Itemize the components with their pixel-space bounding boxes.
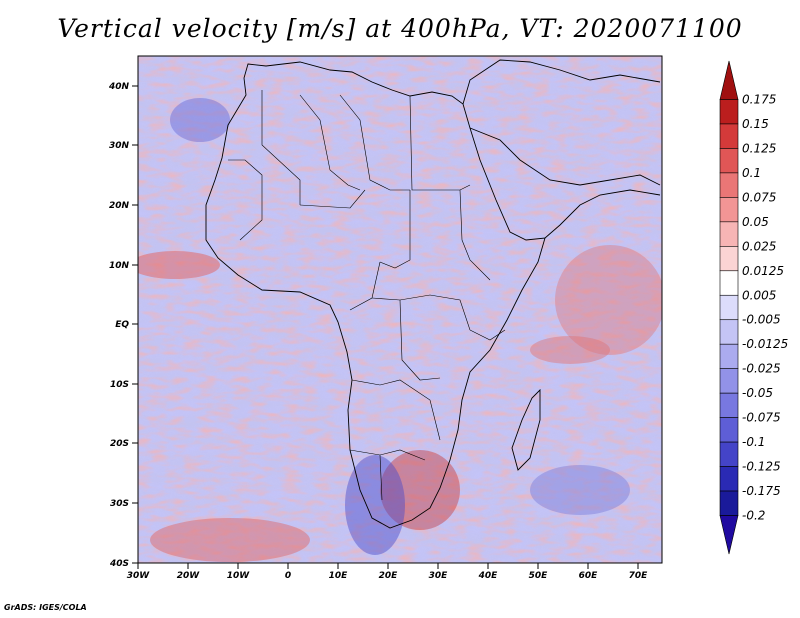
colorbar-segment <box>719 60 739 100</box>
colorbar-segment <box>719 99 739 125</box>
colorbar-level-label: 0.025 <box>742 239 776 253</box>
x-tick-label: 30E <box>429 571 449 581</box>
x-tick-label: 10E <box>329 571 349 581</box>
colorbar-segment <box>719 368 739 394</box>
y-tick-label: 30S <box>110 499 129 509</box>
map-title: Vertical velocity [m/s] at 400hPa, VT: 2… <box>57 14 743 43</box>
x-tick-label: 40E <box>478 571 499 581</box>
colorbar-level-label: -0.125 <box>742 460 781 474</box>
x-tick-label: 0 <box>285 571 291 581</box>
y-tick-label: 30N <box>109 141 130 151</box>
colorbar-level-label: -0.175 <box>742 484 781 498</box>
colorbar-segment <box>719 392 739 418</box>
coastlines <box>205 59 661 529</box>
y-tick-label: 20N <box>109 201 130 211</box>
colorbar-segment <box>719 417 739 443</box>
credit-text: GrADS: IGES/COLA <box>4 603 87 612</box>
colorbar-level-label: -0.005 <box>742 313 781 327</box>
colorbar: 0.175 0.15 0.125 0.1 0.075 0.05 0.025 0.0125 0.0… <box>719 60 788 555</box>
velocity-field <box>138 56 662 563</box>
colorbar-level-label: 0.05 <box>742 215 769 229</box>
y-tick-label: 40S <box>109 559 129 569</box>
colorbar-segment <box>719 246 739 272</box>
x-tick-label: 20E <box>379 571 399 581</box>
colorbar-segment <box>719 490 739 516</box>
x-tick-label: 50E <box>529 571 549 581</box>
y-tick-label: 40N <box>108 82 130 92</box>
colorbar-level-label: 0.005 <box>742 288 776 302</box>
y-tick-label: 10S <box>110 380 129 390</box>
colorbar-level-label: 0.175 <box>742 92 776 106</box>
colorbar-segment <box>719 319 739 345</box>
x-axis: 30W 20W 10W 0 10E 20E 30E 40E 50E 60E 70… <box>127 563 648 581</box>
colorbar-level-label: 0.1 <box>742 166 761 180</box>
colorbar-level-label: 0.15 <box>742 117 769 131</box>
colorbar-segment <box>719 270 739 296</box>
colorbar-level-label: -0.1 <box>742 435 765 449</box>
colorbar-level-label: -0.05 <box>742 386 773 400</box>
colorbar-level-label: 0.075 <box>742 190 776 204</box>
colorbar-segment <box>719 466 739 492</box>
colorbar-level-label: -0.025 <box>742 362 781 376</box>
colorbar-segment <box>719 221 739 247</box>
colorbar-segment <box>719 123 739 149</box>
colorbar-level-label: -0.0125 <box>742 337 788 351</box>
colorbar-level-label: -0.075 <box>742 411 781 425</box>
x-tick-label: 60E <box>579 571 599 581</box>
country-borders <box>228 90 506 501</box>
colorbar-level-label: -0.2 <box>742 509 765 523</box>
colorbar-level-label: 0.0125 <box>742 264 784 278</box>
y-tick-label: 10N <box>109 261 130 271</box>
colorbar-segment <box>719 197 739 223</box>
colorbar-segment <box>719 172 739 198</box>
y-axis: 40N 30N 20N 10N EQ 10S 20S 30S 40S <box>108 82 138 569</box>
map-frame <box>137 55 663 564</box>
colorbar-segment <box>719 148 739 174</box>
x-tick-label: 70E <box>629 571 649 581</box>
y-tick-label: 20S <box>110 439 129 449</box>
colorbar-segment <box>719 441 739 467</box>
colorbar-segment <box>719 515 739 555</box>
colorbar-level-label: 0.125 <box>742 141 776 155</box>
x-tick-label: 20W <box>177 571 201 581</box>
x-tick-label: 30W <box>127 571 151 581</box>
colorbar-segment <box>719 343 739 369</box>
y-tick-label: EQ <box>115 320 129 330</box>
colorbar-segment <box>719 294 739 321</box>
x-tick-label: 10W <box>227 571 251 581</box>
